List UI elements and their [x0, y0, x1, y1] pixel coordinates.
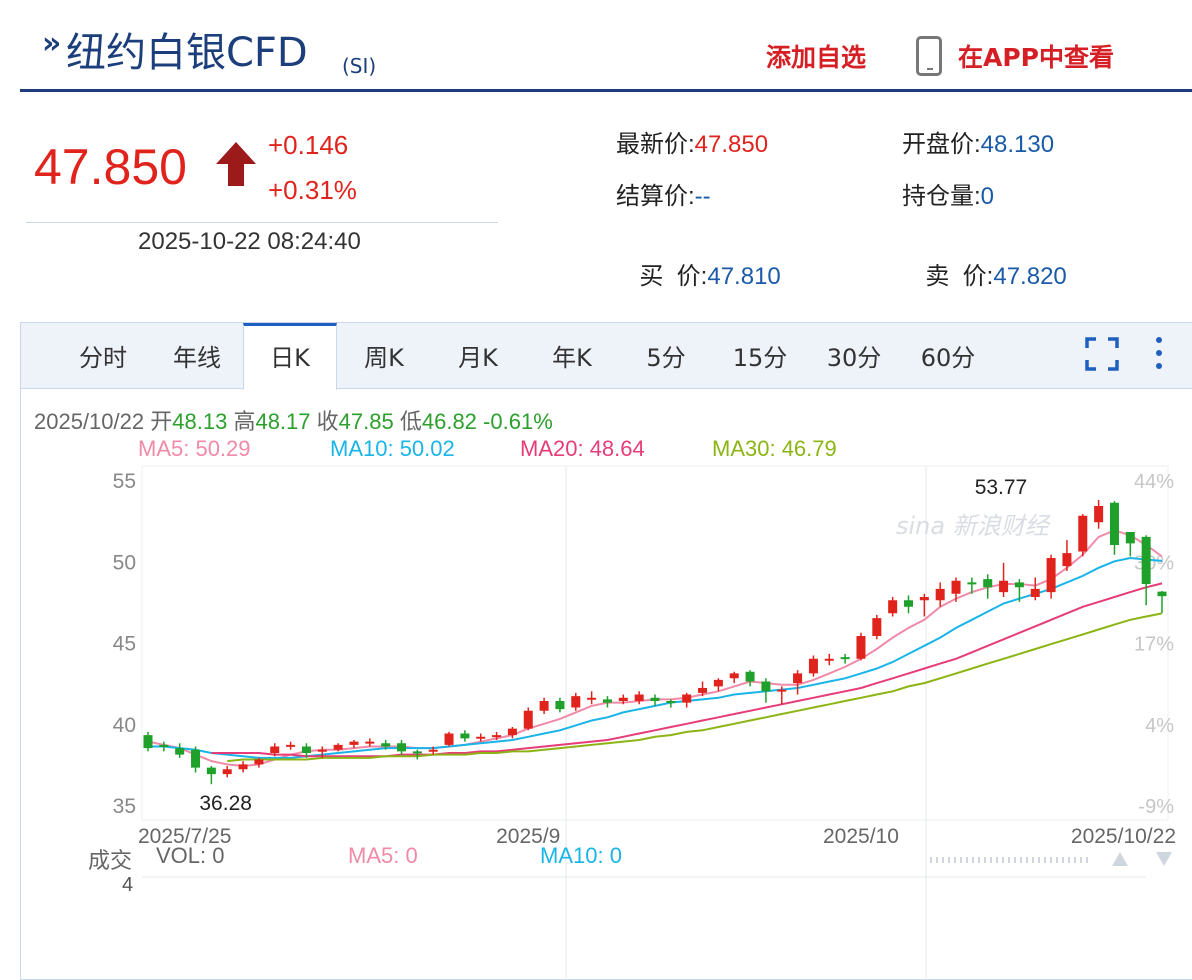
- ohlc-low-label: 低: [399, 409, 422, 434]
- tab-weekly-k[interactable]: 周K: [364, 344, 404, 372]
- quote-open-label: 开盘价:: [902, 131, 981, 158]
- price-change-percent: +0.31%: [268, 175, 357, 205]
- quote-ask-value: 47.820: [993, 263, 1067, 290]
- quote-open-value: 48.130: [980, 131, 1055, 158]
- price-change: +0.146: [268, 130, 349, 160]
- tab-60min[interactable]: 60分: [920, 344, 976, 372]
- volume-axis-top: 4: [122, 874, 134, 896]
- quote-timestamp: 2025-10-22 08:24:40: [138, 228, 361, 255]
- add-to-watchlist-button[interactable]: 添加自选: [766, 43, 867, 72]
- double-chevron-icon: »: [42, 26, 62, 61]
- quote-ask-label: 卖 价:: [925, 263, 994, 290]
- divider: [26, 222, 498, 223]
- volume-value: VOL: 0: [156, 843, 225, 868]
- open-in-app-button[interactable]: 在APP中查看: [958, 43, 1114, 72]
- quote-open: 开盘价:48.130: [902, 124, 1054, 159]
- tab-30min[interactable]: 30分: [826, 344, 882, 372]
- ohlc-open: 48.13: [172, 409, 228, 434]
- quote-oi-value: 0: [980, 183, 995, 210]
- quote-settle-label: 结算价:: [616, 183, 695, 210]
- volume-ma5: MA5: 0: [348, 843, 418, 868]
- ohlc-open-label: 开: [150, 409, 173, 434]
- quote-open-interest: 持仓量:0: [902, 176, 994, 211]
- fullscreen-icon[interactable]: [1085, 337, 1119, 371]
- ma10-legend: MA10: 50.02: [330, 436, 455, 461]
- quote-latest: 最新价:47.850: [616, 124, 768, 159]
- ohlc-date: 2025/10/22: [34, 409, 145, 434]
- last-price: 47.850: [34, 139, 187, 195]
- quote-latest-value: 47.850: [694, 131, 769, 158]
- tab-monthly-k[interactable]: 月K: [458, 344, 498, 372]
- ohlc-close-label: 收: [316, 409, 339, 434]
- more-options-icon[interactable]: [1151, 335, 1167, 371]
- volume-label: 成交: [88, 848, 133, 873]
- chart-panel: 分时 年线 日K 周K 月K 年K 5分 15分 30分 60分: [20, 322, 1192, 980]
- ohlc-low: 46.82: [421, 409, 477, 434]
- ma30-legend: MA30: 46.79: [712, 436, 837, 461]
- quote-bid-value: 47.810: [707, 263, 781, 290]
- tab-intraday[interactable]: 分时: [79, 344, 127, 372]
- quote-latest-label: 最新价:: [616, 131, 695, 158]
- ohlc-close: 47.85: [338, 409, 394, 434]
- volume-ma10: MA10: 0: [540, 843, 622, 868]
- tab-15min[interactable]: 15分: [732, 344, 788, 372]
- page-title: 纽约白银CFD: [66, 30, 308, 76]
- quote-settle-value: --: [694, 183, 711, 210]
- quote-bid: 买 价:47.810: [626, 228, 781, 291]
- quote-oi-label: 持仓量:: [902, 183, 981, 210]
- ma5-legend: MA5: 50.29: [138, 436, 251, 461]
- symbol-code: (SI): [342, 54, 377, 78]
- ohlc-pct: -0.61%: [483, 409, 553, 434]
- tab-daily-k[interactable]: 日K: [243, 323, 337, 390]
- quote-ask: 卖 价:47.820: [912, 228, 1067, 291]
- ma20-legend: MA20: 48.64: [520, 436, 645, 461]
- phone-icon: [916, 36, 942, 76]
- ohlc-high-label: 高: [233, 409, 256, 434]
- ohlc-high: 48.17: [255, 409, 311, 434]
- quote-bid-label: 买 价:: [639, 263, 708, 290]
- page-header: » 纽约白银CFD (SI) 添加自选 在APP中查看: [20, 0, 1192, 92]
- up-arrow-icon: [216, 142, 256, 186]
- period-tabs: 分时 年线 日K 周K 月K 年K 5分 15分 30分 60分: [21, 323, 1192, 390]
- ohlc-summary: 2025/10/22 开48.13 高48.17 收47.85 低46.82 -…: [34, 404, 553, 436]
- tab-yearly-k[interactable]: 年K: [552, 344, 592, 372]
- quote-settle: 结算价:--: [616, 176, 711, 211]
- tab-5min[interactable]: 5分: [646, 344, 686, 372]
- tab-yearline[interactable]: 年线: [173, 344, 221, 372]
